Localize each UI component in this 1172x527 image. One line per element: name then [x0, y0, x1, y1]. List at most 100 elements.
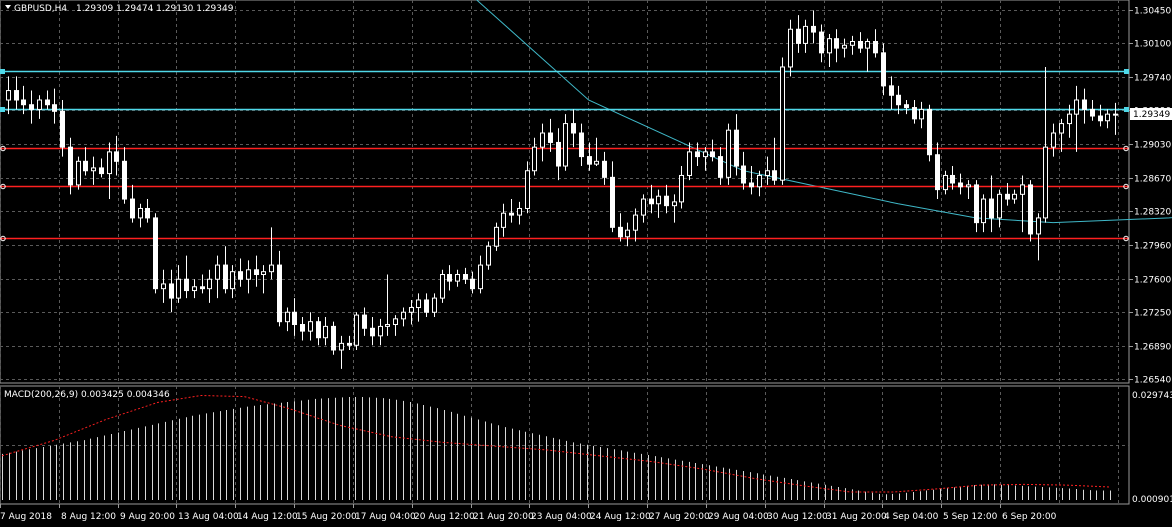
moving-average-line [476, 0, 1172, 224]
candle-bull [726, 129, 731, 178]
candle-bull [981, 198, 986, 224]
candle-bull [393, 318, 398, 326]
candle-bear [292, 311, 297, 326]
candle-bull [788, 28, 793, 68]
line-anchor-left[interactable] [0, 235, 6, 242]
candle-bear [68, 146, 73, 186]
candle-bull [865, 41, 870, 49]
candle-bear [649, 198, 654, 205]
candle-bear [927, 108, 932, 156]
candle-bull [1059, 123, 1064, 134]
line-anchor-left[interactable] [0, 183, 6, 190]
candle-bear [316, 321, 321, 339]
candle-bull [401, 311, 406, 320]
line-anchor-right[interactable] [1123, 145, 1129, 152]
line-anchor-left[interactable] [0, 145, 6, 152]
line-handle-left[interactable] [0, 69, 5, 74]
time-tick-label: 20 Aug 12:00 [414, 512, 475, 522]
candle-bull [966, 184, 971, 188]
time-axis[interactable]: 7 Aug 2018 8 Aug 12:00 9 Aug 20:00 13 Aug 0… [0, 504, 1057, 522]
time-tick-label: 24 Aug 12:00 [590, 512, 651, 522]
candle-bear [238, 271, 243, 280]
candle-bear [734, 129, 739, 167]
candle-bull [827, 38, 832, 54]
candle-bull [138, 207, 143, 219]
candle-bull [409, 307, 414, 313]
candle-bull [525, 170, 530, 209]
candle-bear [347, 342, 352, 346]
candle-bear [873, 41, 878, 54]
candle-bull [1113, 113, 1118, 116]
candle-bear [29, 104, 34, 110]
candle-bear [1028, 184, 1033, 235]
price-axis[interactable]: 1.304501.301001.297401.293901.290301.286… [1129, 7, 1172, 386]
candle-bear [556, 141, 561, 167]
candle-bull [679, 174, 684, 203]
price-tick-label: 1.26890 [1134, 343, 1171, 353]
candle-bull [378, 325, 383, 337]
candle-bull [91, 167, 96, 172]
price-tick-label: 1.27250 [1134, 309, 1171, 319]
candle-bear [21, 99, 26, 106]
time-tick-label: 13 Aug 04:00 [178, 512, 239, 522]
line-handle-right[interactable] [1124, 107, 1129, 112]
candle-bear [254, 269, 259, 276]
ohlc-values: 1.29309 1.29474 1.29130 1.29349 [76, 4, 234, 14]
candle-bear [424, 299, 429, 313]
candle-bull [765, 170, 770, 176]
candle-bull [76, 160, 81, 186]
line-handle-right[interactable] [1124, 69, 1129, 74]
macd-axis-bottom-label: 0.000901 [1132, 495, 1172, 505]
macd-signal-layer [1, 394, 1111, 493]
candle-bull [594, 160, 599, 165]
candle-bull [269, 264, 274, 273]
price-tick-label: 1.27960 [1134, 242, 1171, 252]
candle-bull [192, 286, 197, 292]
candle-bull [943, 174, 948, 191]
candle-bull [494, 226, 499, 247]
candle-bull [432, 297, 437, 313]
candle-bull [1020, 184, 1025, 195]
line-anchor-right[interactable] [1123, 235, 1129, 242]
time-tick-label: 14 Aug 12:00 [237, 512, 298, 522]
candle-bear [571, 123, 576, 134]
macd-title: MACD(200,26,9) 0.003425 0.004346 [4, 390, 170, 400]
dropdown-triangle-icon[interactable] [5, 5, 11, 9]
moving-average-layer [476, 0, 1172, 224]
candle-bull [246, 269, 251, 280]
candle-bear [889, 85, 894, 96]
time-tick-label: 6 Sep 20:00 [1002, 512, 1057, 522]
candle-bull [323, 325, 328, 339]
horizontal-lines-layer[interactable] [0, 69, 1129, 242]
candle-bull [486, 245, 491, 266]
macd-signal-line [1, 394, 1111, 493]
candle-bull [1074, 99, 1079, 115]
candle-bear [950, 174, 955, 184]
candle-bear [718, 156, 723, 178]
macd-pane[interactable] [0, 385, 1130, 505]
line-handle-left[interactable] [0, 107, 5, 112]
candle-bear [99, 167, 104, 175]
price-pane[interactable] [0, 0, 1172, 384]
candle-bear [587, 156, 592, 165]
candles-layer [6, 10, 1118, 369]
time-tick-label: 29 Aug 04:00 [708, 512, 769, 522]
line-anchor-right[interactable] [1123, 183, 1129, 190]
candle-bull [540, 132, 545, 148]
candle-bull [625, 229, 630, 238]
candle-bear [796, 28, 801, 44]
candle-bear [277, 264, 282, 323]
candle-bear [122, 160, 127, 200]
current-price-label: 1.29349 [1133, 110, 1170, 120]
candle-bull [385, 324, 390, 327]
macd-axis[interactable]: 0.029743 0.000901 [1132, 391, 1172, 505]
candle-bear [958, 182, 963, 188]
candle-bear [710, 151, 715, 158]
candle-bear [664, 195, 669, 207]
candle-bear [200, 286, 205, 290]
candle-bear [145, 207, 150, 219]
price-tick-label: 1.30450 [1134, 7, 1171, 17]
candle-bull [641, 198, 646, 216]
